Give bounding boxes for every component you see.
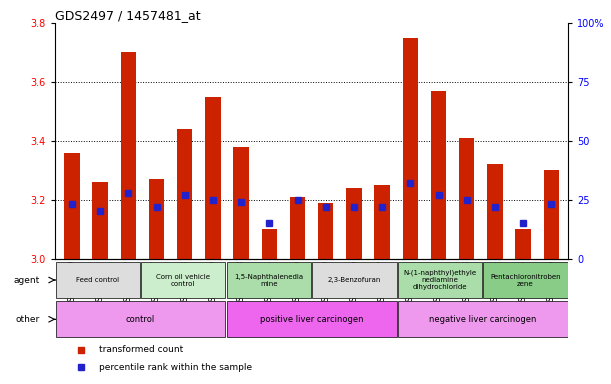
Text: Corn oil vehicle
control: Corn oil vehicle control: [156, 273, 210, 286]
FancyBboxPatch shape: [56, 262, 140, 298]
Text: N-(1-naphthyl)ethyle
nediamine
dihydrochloride: N-(1-naphthyl)ethyle nediamine dihydroch…: [403, 270, 477, 290]
Bar: [403, 38, 418, 258]
FancyBboxPatch shape: [227, 301, 397, 338]
Bar: [459, 138, 475, 258]
Text: negative liver carcinogen: negative liver carcinogen: [429, 315, 536, 324]
Bar: [544, 170, 559, 258]
Text: 2,3-Benzofuran: 2,3-Benzofuran: [327, 277, 381, 283]
Text: GDS2497 / 1457481_at: GDS2497 / 1457481_at: [55, 9, 200, 22]
Text: control: control: [126, 315, 155, 324]
Bar: [120, 53, 136, 258]
Text: positive liver carcinogen: positive liver carcinogen: [260, 315, 364, 324]
Text: percentile rank within the sample: percentile rank within the sample: [98, 362, 252, 372]
FancyBboxPatch shape: [483, 262, 568, 298]
Bar: [205, 97, 221, 258]
FancyBboxPatch shape: [398, 301, 568, 338]
Text: agent: agent: [13, 275, 39, 285]
Text: 1,5-Naphthalenedia
mine: 1,5-Naphthalenedia mine: [234, 273, 304, 286]
Bar: [346, 188, 362, 258]
Bar: [148, 179, 164, 258]
Bar: [92, 182, 108, 258]
Text: Pentachloronitroben
zene: Pentachloronitroben zene: [490, 273, 561, 286]
Bar: [515, 229, 531, 258]
FancyBboxPatch shape: [312, 262, 397, 298]
Bar: [487, 164, 503, 258]
Bar: [431, 91, 446, 258]
Bar: [64, 152, 79, 258]
Bar: [233, 147, 249, 258]
FancyBboxPatch shape: [56, 301, 225, 338]
Bar: [177, 129, 192, 258]
Bar: [318, 203, 334, 258]
Text: Feed control: Feed control: [76, 277, 119, 283]
FancyBboxPatch shape: [141, 262, 225, 298]
Bar: [375, 185, 390, 258]
Bar: [290, 197, 306, 258]
FancyBboxPatch shape: [227, 262, 311, 298]
Bar: [262, 229, 277, 258]
Text: transformed count: transformed count: [98, 345, 183, 354]
FancyBboxPatch shape: [398, 262, 482, 298]
Text: other: other: [15, 315, 39, 324]
